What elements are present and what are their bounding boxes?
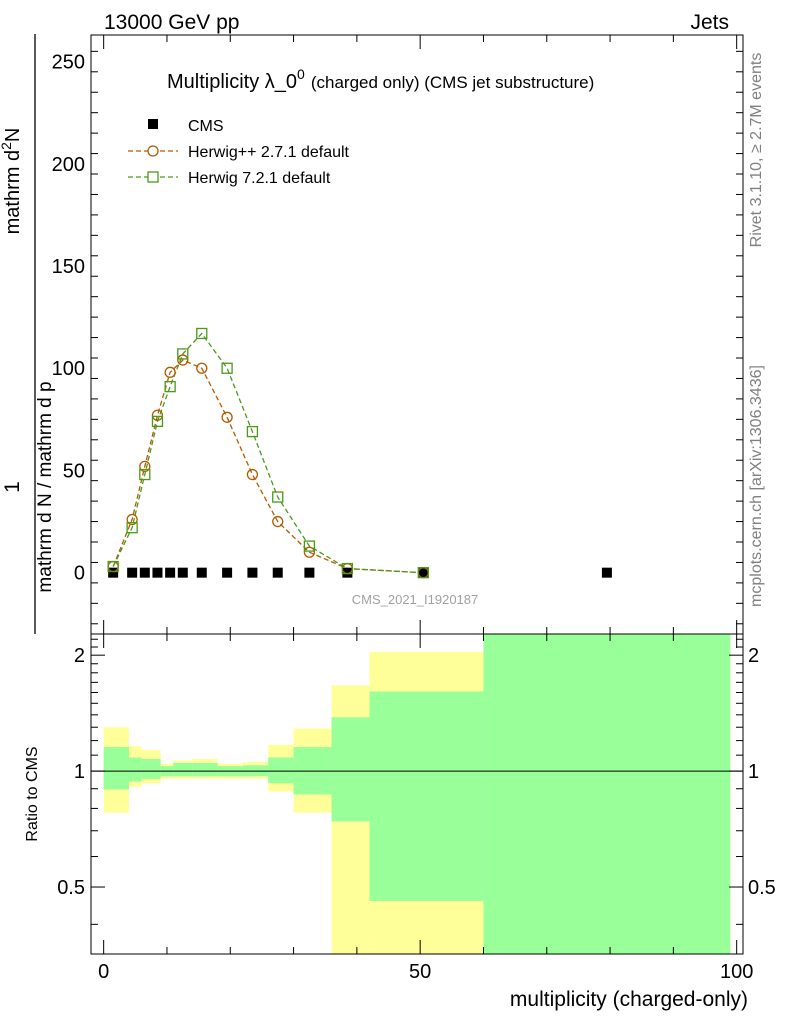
main-y-tick-label: 200 [52,154,85,176]
data-point-cms [177,567,188,578]
ratio-bands [103,634,731,954]
watermark: CMS_2021_I1920187 [352,592,479,607]
main-panel: 0 50 100 150 200 250 CMS_2021_I1920187 Multip… [0,34,744,635]
ylabel-numerator-top: 1 [1,481,24,493]
data-point-herwig7 [164,380,176,393]
data-point-herwig7 [246,425,259,438]
data-point-herwig7 [139,468,151,481]
main-ticks: 0 50 100 150 200 250 [52,35,743,634]
series-line-1 [112,359,424,574]
main-y-tick-label: 150 [52,256,85,278]
data-point-herwigpp [139,460,151,473]
main-y-tick-label: 100 [52,358,85,380]
data-point-herwig7 [177,348,189,360]
legend: CMS Herwig++ 2.7.1 default Herwig 7.2.1 … [128,118,350,187]
ratio-inner-band [483,634,731,954]
title-subtitle: (charged only) (CMS jet substructure) [311,73,594,92]
ratio-inner-band [173,762,193,777]
data-point-herwigpp [272,515,284,528]
ylabel-numerator-bottom-text: mathrm d N / mathrm d p [35,381,56,592]
data-point-cms [222,567,233,578]
ratio-inner-band [141,759,161,779]
ylabel-denominator-top-text: mathrm d [2,150,24,234]
legend-herwigpp-label: Herwig++ 2.7.1 default [188,144,350,161]
ratio-panel: 0.5 0.5 1 1 2 2 0 50 100 Ratio to CMS [24,633,776,983]
ylabel-numerator-bottom: mathrm d N / mathrm d p [35,381,56,592]
data-point-herwigpp [303,546,316,558]
series-line-2 [112,332,424,574]
data-point-herwig7 [303,540,316,552]
x-axis-label: multiplicity (charged-only) [510,988,748,1011]
data-point-herwig7 [107,560,119,573]
data-point-cms [601,567,612,578]
data-point-herwig7 [151,415,164,428]
data-point-herwigpp [246,468,259,481]
x-tick-label: 50 [409,961,431,983]
data-point-cms [139,567,150,578]
data-point-cms [196,567,207,578]
ratio-y-tick-label-left: 1 [74,761,85,783]
header-left: 13000 GeV pp [104,11,239,34]
ratio-inner-band [369,691,484,901]
ratio-y-tick-label-right: 1 [748,761,759,783]
ylabel-denominator-bottom-text: N [2,128,24,142]
data-point-herwig7 [221,362,233,374]
header-right: Jets [690,11,729,34]
data-point-herwig7 [126,522,138,534]
ylabel-denominator-top: mathrm d2N [0,128,24,235]
ratio-inner-band [103,747,129,790]
ratio-y-tick-label-left: 0.5 [57,877,85,899]
data-point-cms [108,567,119,578]
data-point-cms [127,567,138,578]
rivet-side-label: Rivet 3.1.10, ≥ 2.7M events [748,53,765,248]
ratio-inner-band [128,757,142,782]
ratio-y-tick-label-left: 2 [74,645,85,667]
data-point-herwig7 [417,567,429,579]
ratio-plot-frame [90,633,744,955]
x-tick-label: 0 [98,961,109,983]
legend-herwig7-marker [147,171,159,183]
ratio-inner-band [192,762,218,777]
ratio-y-axis-label: Ratio to CMS [24,746,41,841]
main-chart-title: Multiplicity λ_00 (charged only) (CMS jet… [167,66,594,93]
data-point-herwigpp [221,411,233,423]
ratio-inner-band [268,757,294,784]
data-point-herwig7 [196,327,208,340]
data-point-herwigpp [196,362,208,374]
legend-cms-label: CMS [188,118,224,135]
data-point-herwigpp [164,366,176,378]
ratio-inner-band [331,717,370,822]
data-point-cms [247,567,258,578]
ratio-y-tick-label-right: 0.5 [748,877,776,899]
data-point-herwig7 [341,562,354,575]
data-point-cms [152,567,163,578]
main-y-tick-label: 50 [63,460,85,482]
main-y-tick-label: 250 [52,52,85,74]
data-point-cms [165,567,176,578]
main-y-axis-label: 1 mathrm d N / mathrm d p mathrm d2N [0,34,56,634]
data-point-cms [418,567,429,578]
title-superscript: 0 [297,66,305,82]
title-main: Multiplicity λ_0 [167,71,297,93]
ratio-ticks: 0.5 0.5 1 1 2 2 0 50 100 [57,634,776,983]
data-point-cms [272,567,283,578]
ratio-y-tick-label-right: 2 [748,645,759,667]
data-point-cms [342,567,353,578]
data-point-herwig7 [272,491,284,503]
data-point-herwigpp [151,409,164,421]
data-point-herwigpp [177,354,189,366]
legend-herwigpp-marker [147,145,159,157]
legend-herwig7-label: Herwig 7.2.1 default [188,170,331,187]
mcplots-side-label: mcplots.cern.ch [arXiv:1306.3436] [748,365,765,607]
data-point-herwigpp [126,513,138,526]
x-tick-label: 100 [720,961,753,983]
ylabel-denominator-top-sup: 2 [0,142,14,150]
data-point-cms [304,567,315,578]
main-y-tick-label: 0 [74,563,85,585]
main-series [107,327,612,579]
legend-cms-marker [148,119,158,129]
